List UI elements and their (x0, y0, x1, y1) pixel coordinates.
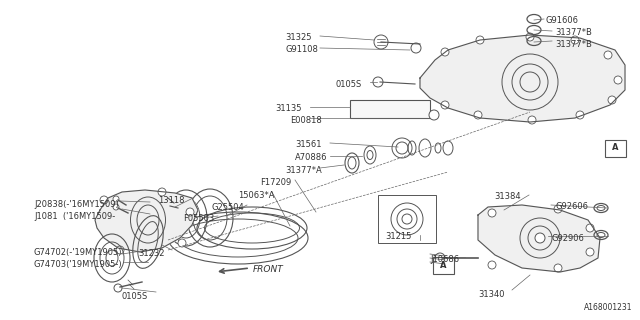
Bar (378, 195, 436, 243)
Text: 31561: 31561 (295, 140, 321, 149)
Circle shape (554, 264, 562, 272)
Text: G91108: G91108 (285, 45, 318, 54)
Circle shape (402, 214, 412, 224)
Text: 31135: 31135 (275, 104, 301, 113)
Circle shape (435, 253, 445, 263)
Text: G91606: G91606 (545, 16, 578, 25)
Text: 31232: 31232 (138, 249, 164, 258)
Text: 31340: 31340 (478, 290, 504, 299)
Text: 31377*B: 31377*B (555, 40, 592, 49)
Circle shape (528, 116, 536, 124)
Text: 31384: 31384 (494, 192, 520, 201)
Circle shape (604, 51, 612, 59)
Text: F17209: F17209 (260, 178, 291, 187)
Polygon shape (420, 35, 625, 122)
Text: 0105S: 0105S (335, 80, 361, 89)
Text: G74703('19MY1905-): G74703('19MY1905-) (34, 260, 123, 269)
Circle shape (576, 111, 584, 119)
Text: 31377*A: 31377*A (285, 166, 322, 175)
Circle shape (526, 33, 534, 41)
Circle shape (186, 208, 194, 216)
Circle shape (441, 48, 449, 56)
Text: 0105S: 0105S (121, 292, 147, 301)
Circle shape (116, 246, 124, 254)
Circle shape (373, 77, 383, 87)
Circle shape (586, 224, 594, 232)
Text: 31325: 31325 (285, 33, 312, 42)
Circle shape (441, 101, 449, 109)
Text: 31215: 31215 (385, 232, 412, 241)
Circle shape (374, 35, 388, 49)
Circle shape (571, 36, 579, 44)
Text: F05503: F05503 (183, 214, 214, 223)
Text: E00818: E00818 (290, 116, 322, 125)
Text: A168001231: A168001231 (584, 303, 632, 312)
Text: G92906: G92906 (551, 234, 584, 243)
Text: A: A (612, 143, 618, 153)
Circle shape (113, 196, 119, 202)
Circle shape (614, 76, 622, 84)
Circle shape (158, 188, 166, 196)
Circle shape (411, 43, 421, 53)
Text: FRONT: FRONT (253, 266, 284, 275)
Polygon shape (95, 190, 198, 252)
Circle shape (535, 233, 545, 243)
Circle shape (178, 239, 186, 247)
FancyBboxPatch shape (605, 140, 625, 156)
Text: A70886: A70886 (295, 153, 328, 162)
FancyBboxPatch shape (433, 257, 454, 274)
Circle shape (608, 96, 616, 104)
Text: A: A (440, 260, 446, 269)
Circle shape (488, 261, 496, 269)
Circle shape (114, 284, 122, 292)
Circle shape (474, 111, 482, 119)
Text: J20838(-'16MY1509): J20838(-'16MY1509) (34, 200, 119, 209)
Circle shape (100, 196, 108, 204)
Circle shape (476, 36, 484, 44)
Text: J1081  ('16MY1509-: J1081 ('16MY1509- (34, 212, 115, 221)
Text: J10686: J10686 (430, 255, 459, 264)
Text: G74702(-'19MY1905): G74702(-'19MY1905) (34, 248, 122, 257)
Circle shape (488, 209, 496, 217)
Text: 31377*B: 31377*B (555, 28, 592, 37)
Text: G92606: G92606 (555, 202, 588, 211)
Text: G25504: G25504 (212, 203, 244, 212)
Polygon shape (478, 205, 600, 272)
Circle shape (429, 110, 439, 120)
Circle shape (554, 205, 562, 213)
Bar (350, 100, 430, 118)
Circle shape (113, 204, 119, 210)
Text: 15063*A: 15063*A (238, 191, 275, 200)
Circle shape (586, 248, 594, 256)
Text: 13118: 13118 (158, 196, 184, 205)
